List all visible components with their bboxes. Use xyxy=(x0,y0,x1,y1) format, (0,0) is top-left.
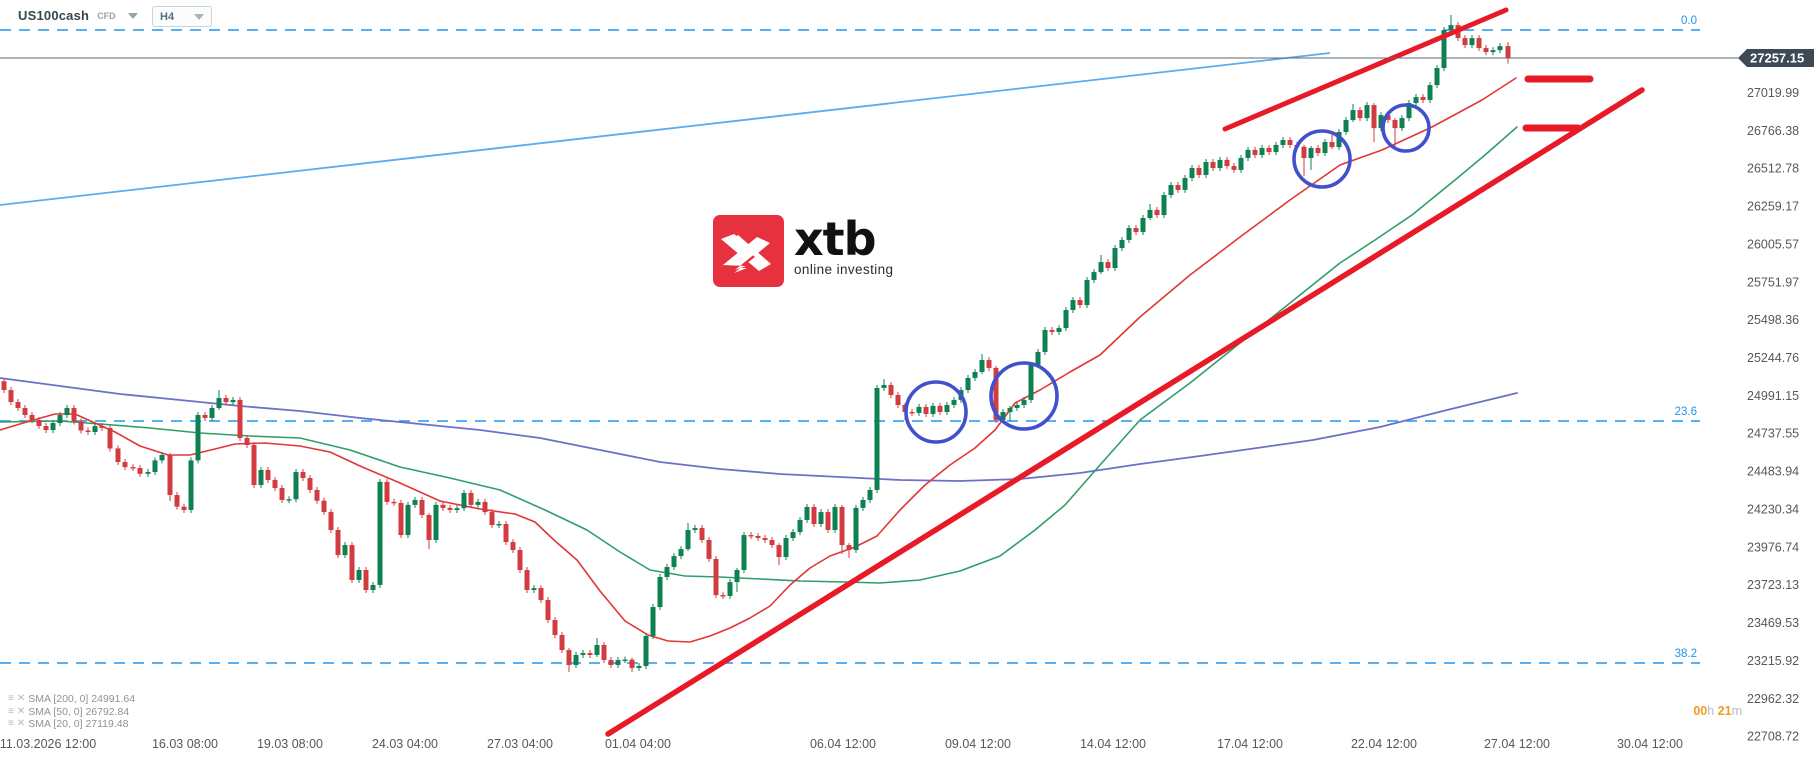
chevron-down-icon[interactable] xyxy=(127,12,138,19)
timeframe-dropdown[interactable]: H4 xyxy=(152,6,212,27)
svg-text:14.04 12:00: 14.04 12:00 xyxy=(1080,737,1146,751)
svg-text:23215.92: 23215.92 xyxy=(1747,654,1799,668)
svg-text:11.03.2026 12:00: 11.03.2026 12:00 xyxy=(0,737,96,751)
svg-text:22962.32: 22962.32 xyxy=(1747,692,1799,706)
symbol-name: US100cash xyxy=(18,8,90,23)
svg-text:25751.97: 25751.97 xyxy=(1747,275,1799,289)
svg-text:19.03 08:00: 19.03 08:00 xyxy=(257,737,323,751)
svg-text:26512.78: 26512.78 xyxy=(1747,162,1799,176)
time-axis-labels: 11.03.2026 12:00 16.03 08:00 19.03 08:00 24… xyxy=(0,737,1683,751)
legend-row-sma200: ≡ ✕ SMA [200, 0] 24991.64 xyxy=(8,693,135,705)
svg-text:22.04 12:00: 22.04 12:00 xyxy=(1351,737,1417,751)
xtb-logo-icon xyxy=(713,215,784,287)
annotation-circles xyxy=(904,103,1431,444)
red-trend-channel xyxy=(605,7,1645,737)
svg-text:25244.76: 25244.76 xyxy=(1747,351,1799,365)
svg-text:24991.15: 24991.15 xyxy=(1747,389,1799,403)
svg-text:27.03 04:00: 27.03 04:00 xyxy=(487,737,553,751)
svg-text:27019.99: 27019.99 xyxy=(1747,86,1799,100)
countdown-hours: 00 xyxy=(1693,704,1708,718)
svg-text:24230.34: 24230.34 xyxy=(1747,502,1799,516)
indicator-remove-icon[interactable]: ✕ xyxy=(16,705,26,717)
sma-20-line xyxy=(0,77,1517,643)
xtb-watermark-logo: xtb online investing xyxy=(713,215,893,287)
sma-50-line xyxy=(0,126,1518,584)
candlestick-series xyxy=(1,15,1511,672)
svg-text:25498.36: 25498.36 xyxy=(1747,313,1799,327)
xtb-brand-text: xtb xyxy=(794,212,877,266)
svg-text:24483.94: 24483.94 xyxy=(1747,465,1799,479)
legend-row-sma50: ≡ ✕ SMA [50, 0] 26792.84 xyxy=(8,706,135,718)
svg-text:22708.72: 22708.72 xyxy=(1747,730,1799,744)
countdown-minutes: 21 xyxy=(1717,704,1732,718)
xtb-tagline-text: online investing xyxy=(794,262,894,277)
svg-text:23976.74: 23976.74 xyxy=(1747,540,1799,554)
svg-text:23469.53: 23469.53 xyxy=(1747,616,1799,630)
svg-text:26259.17: 26259.17 xyxy=(1747,200,1799,214)
indicator-remove-icon[interactable]: ✕ xyxy=(16,718,26,729)
indicator-label: SMA [50, 0] 26792.84 xyxy=(28,705,130,718)
svg-text:23723.13: 23723.13 xyxy=(1747,578,1799,592)
svg-text:38.2: 38.2 xyxy=(1675,648,1697,660)
indicator-label: SMA [20, 0] 27119.48 xyxy=(28,718,129,730)
symbol-header[interactable]: US100cash CFD xyxy=(18,8,138,23)
indicator-remove-icon[interactable]: ✕ xyxy=(16,693,26,704)
svg-text:24.03 04:00: 24.03 04:00 xyxy=(372,737,438,751)
svg-text:23.6: 23.6 xyxy=(1675,406,1697,418)
current-price-badge: 27257.15 xyxy=(1738,49,1814,67)
svg-text:0.0: 0.0 xyxy=(1681,15,1697,27)
indicator-settings-icon[interactable]: ≡ xyxy=(8,705,14,717)
svg-text:17.04 12:00: 17.04 12:00 xyxy=(1217,737,1283,751)
chevron-down-icon xyxy=(194,13,204,20)
svg-text:26766.38: 26766.38 xyxy=(1747,124,1799,138)
candle-countdown: 00h 21m xyxy=(1693,704,1742,718)
svg-text:01.04 04:00: 01.04 04:00 xyxy=(605,737,671,751)
svg-text:06.04 12:00: 06.04 12:00 xyxy=(810,737,876,751)
svg-text:09.04 12:00: 09.04 12:00 xyxy=(945,737,1011,751)
indicator-label: SMA [200, 0] 24991.64 xyxy=(28,693,136,705)
fib-retracement-lines: 0.0 23.6 38.2 xyxy=(0,15,1700,664)
indicator-legend: ≡ ✕ SMA [200, 0] 24991.64 ≡ ✕ SMA [50, 0… xyxy=(8,693,135,731)
svg-text:24737.55: 24737.55 xyxy=(1747,427,1799,441)
svg-text:16.03 08:00: 16.03 08:00 xyxy=(152,737,218,751)
red-resistance-segments xyxy=(1522,75,1594,132)
sma-200-line xyxy=(0,377,1518,482)
timeframe-value: H4 xyxy=(160,10,175,23)
price-axis-labels: 27019.99 26766.38 26512.78 26259.17 26005.57… xyxy=(1747,86,1799,744)
svg-text:27.04 12:00: 27.04 12:00 xyxy=(1484,737,1550,751)
legend-row-sma20: ≡ ✕ SMA [20, 0] 27119.48 xyxy=(8,718,135,730)
blue-trendline xyxy=(0,52,1331,206)
svg-text:27257.15: 27257.15 xyxy=(1750,51,1804,66)
svg-text:26005.57: 26005.57 xyxy=(1747,237,1799,251)
indicator-settings-icon[interactable]: ≡ xyxy=(8,718,14,729)
indicator-settings-icon[interactable]: ≡ xyxy=(8,693,14,704)
svg-text:30.04 12:00: 30.04 12:00 xyxy=(1617,737,1683,751)
instrument-type-label: CFD xyxy=(97,10,116,21)
